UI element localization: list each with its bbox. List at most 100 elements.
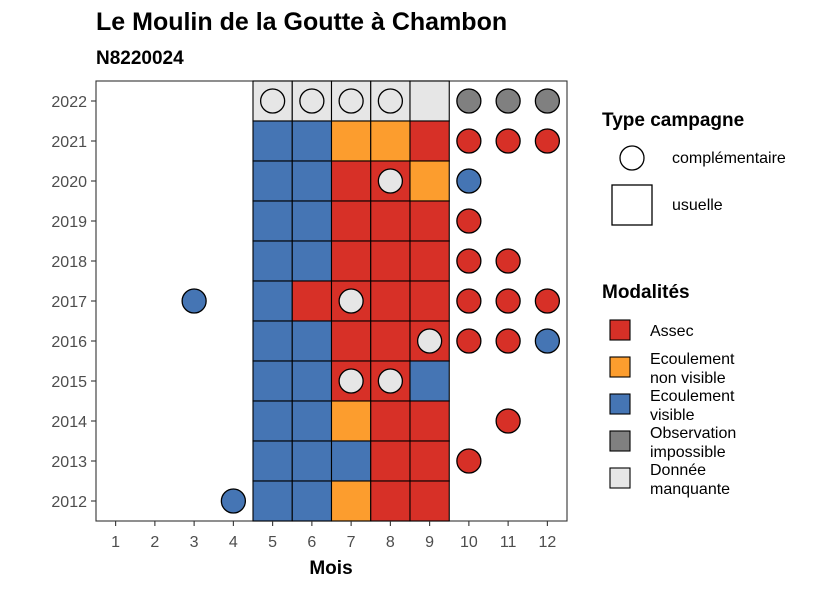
legend-key-assec	[609, 319, 631, 341]
x-tick-label: 8	[386, 534, 395, 551]
legend-title-modalites: Modalités	[602, 282, 690, 303]
usuelle-cell-2019-9	[409, 200, 450, 242]
usuelle-cell-2015-9	[409, 360, 450, 402]
usuelle-cell-2016-8	[370, 320, 411, 362]
x-tick-label: 12	[538, 534, 556, 551]
complementaire-point-2019-10	[456, 208, 482, 234]
complementaire-points	[181, 88, 561, 514]
usuelle-cell-2016-5	[252, 320, 293, 362]
x-tick-label: 5	[268, 534, 277, 551]
usuelle-cell-2018-6	[291, 240, 333, 282]
usuelle-cell-2021-7	[330, 120, 372, 162]
complementaire-point-2022-10	[456, 88, 482, 114]
complementaire-point-2017-11	[495, 288, 521, 314]
usuelle-cell-2017-9	[409, 280, 450, 322]
complementaire-point-2012-4	[220, 488, 247, 514]
usuelle-cell-2014-5	[252, 400, 293, 442]
usuelle-cell-2018-5	[252, 240, 293, 282]
legend-label-observation_impossible: Observation impossible	[650, 425, 736, 461]
legend-label-donnee_manquante: Donnée manquante	[650, 462, 730, 498]
usuelle-cell-2018-8	[370, 240, 411, 282]
complementaire-point-2020-10	[456, 168, 482, 194]
complementaire-point-2017-7	[338, 288, 364, 314]
usuelle-cell-2014-7	[330, 400, 372, 442]
y-tick-label: 2016	[51, 334, 87, 351]
usuelle-cell-2013-8	[370, 440, 411, 482]
complementaire-point-2017-10	[456, 288, 482, 314]
y-tick-label: 2021	[51, 134, 87, 151]
y-tick-label: 2019	[51, 214, 87, 231]
usuelle-cell-2017-5	[252, 280, 293, 322]
usuelle-cell-2022-9	[409, 80, 450, 122]
complementaire-point-2022-5	[259, 88, 286, 114]
complementaire-point-2022-6	[299, 88, 325, 114]
usuelle-cell-2012-8	[370, 480, 411, 522]
x-tick-label: 7	[347, 534, 356, 551]
y-tick-label: 2020	[51, 174, 87, 191]
x-axis: 1 2 3 4 5 6 7 8 9 10 11 12	[111, 521, 556, 551]
chart-subtitle: N8220024	[96, 48, 184, 69]
usuelle-cell-2021-8	[370, 120, 411, 162]
usuelle-cell-2019-5	[252, 200, 293, 242]
x-tick-label: 11	[500, 534, 517, 551]
usuelle-cell-2013-5	[252, 440, 293, 482]
usuelle-cell-2015-5	[252, 360, 293, 402]
x-tick-label: 2	[150, 534, 159, 551]
legend-label-complementaire: complémentaire	[672, 150, 786, 167]
legend-key-complementaire	[619, 145, 645, 171]
usuelle-cell-2018-9	[409, 240, 450, 282]
usuelle-cell-2020-5	[252, 160, 293, 202]
complementaire-point-2016-11	[495, 328, 521, 354]
y-tick-label: 2015	[51, 374, 87, 391]
x-tick-label: 6	[307, 534, 316, 551]
usuelle-cell-2017-6	[291, 280, 333, 322]
y-tick-label: 2014	[51, 414, 87, 431]
y-tick-label: 2022	[51, 94, 87, 111]
usuelle-cell-2016-7	[330, 320, 372, 362]
complementaire-point-2018-10	[456, 248, 482, 274]
usuelle-cell-2019-7	[330, 200, 372, 242]
usuelle-cell-2013-6	[291, 440, 333, 482]
x-axis-title: Mois	[309, 558, 352, 579]
usuelle-cell-2014-8	[370, 400, 411, 442]
legend-key-donnee_manquante	[609, 467, 631, 489]
usuelle-cell-2012-5	[252, 480, 293, 522]
usuelle-cell-2020-6	[291, 160, 333, 202]
complementaire-point-2016-9	[416, 328, 443, 354]
legend-key-ecoulement_non_visible	[609, 356, 631, 378]
usuelle-cells	[252, 80, 450, 522]
complementaire-point-2022-7	[338, 88, 364, 114]
legend-label-assec: Assec	[650, 323, 694, 340]
complementaire-point-2015-7	[338, 368, 364, 394]
y-tick-label: 2013	[51, 454, 87, 471]
legend-label-ecoulement_visible: Ecoulement visible	[650, 388, 735, 424]
legend-key-ecoulement_visible	[609, 393, 631, 415]
x-tick-label: 1	[111, 534, 120, 551]
usuelle-cell-2021-6	[291, 120, 333, 162]
y-axis: 2012 2013 2014 2015 2016 2017 2018 2019 2020 2021…	[51, 94, 96, 511]
complementaire-point-2015-8	[377, 368, 404, 394]
x-tick-label: 10	[460, 534, 478, 551]
complementaire-point-2021-12	[534, 128, 561, 154]
usuelle-cell-2014-6	[291, 400, 333, 442]
y-tick-label: 2018	[51, 254, 87, 271]
complementaire-point-2016-10	[456, 328, 482, 354]
usuelle-cell-2013-7	[330, 440, 372, 482]
legend-key-observation_impossible	[609, 430, 631, 452]
usuelle-cell-2015-6	[291, 360, 333, 402]
y-tick-label: 2012	[51, 494, 87, 511]
complementaire-point-2017-3	[181, 288, 207, 314]
usuelle-cell-2014-9	[409, 400, 450, 442]
legend: Type campagne complémentaire usuelle Modali…	[602, 110, 786, 498]
usuelle-cell-2013-9	[409, 440, 450, 482]
complementaire-point-2017-12	[534, 288, 561, 314]
complementaire-point-2021-10	[456, 128, 482, 154]
usuelle-cell-2018-7	[330, 240, 372, 282]
y-tick-label: 2017	[51, 294, 87, 311]
chart-title: Le Moulin de la Goutte à Chambon	[96, 8, 507, 36]
legend-key-usuelle	[611, 184, 653, 226]
x-tick-label: 3	[190, 534, 199, 551]
legend-title-type-campagne: Type campagne	[602, 110, 744, 131]
usuelle-cell-2021-9	[409, 120, 450, 162]
